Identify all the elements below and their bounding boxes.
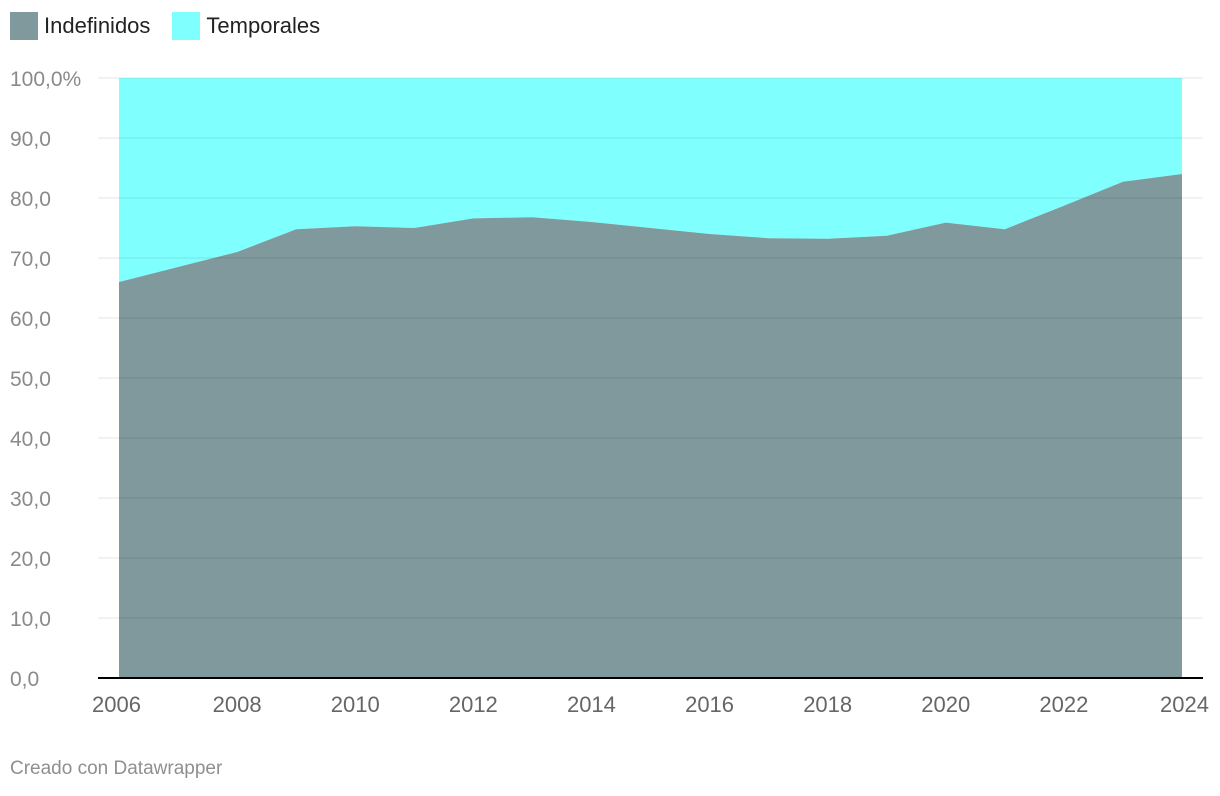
legend-swatch-temporales [172,12,201,40]
legend-label-temporales: Temporales [206,13,321,38]
area-chart: 0,0 10,0 20,0 30,0 40,0 50,0 60,0 70,0 80,0 90,0 1… [10,68,1209,717]
y-tick-label-0: 0,0 [10,668,39,691]
y-tick-label-50: 50,0 [10,368,51,391]
area-series-indefinidos [119,174,1182,678]
y-tick-label-10: 10,0 [10,608,51,631]
y-tick-label-20: 20,0 [10,548,51,571]
y-tick-label-40: 40,0 [10,428,51,451]
y-tick-label-70: 70,0 [10,248,51,271]
legend-item-temporales: Temporales [172,12,320,40]
legend-item-indefinidos: Indefinidos [10,12,150,40]
x-tick-label-2016: 2016 [685,692,734,717]
x-tick-label-2008: 2008 [213,692,262,717]
x-tick-label-2018: 2018 [803,692,852,717]
x-tick-label-2010: 2010 [331,692,380,717]
x-tick-label-2006: 2006 [92,692,141,717]
x-tick-label-2012: 2012 [449,692,498,717]
chart-legend: Indefinidos Temporales [10,12,320,40]
x-tick-label-2020: 2020 [921,692,970,717]
y-tick-label-100: 100,0% [10,68,81,91]
y-tick-label-30: 30,0 [10,488,51,511]
area-series-temporales [119,78,1182,282]
x-tick-label-2014: 2014 [567,692,616,717]
x-tick-label-2022: 2022 [1039,692,1088,717]
legend-swatch-indefinidos [10,12,38,40]
y-tick-label-90: 90,0 [10,128,51,151]
footer-credit: Creado con Datawrapper [10,758,223,779]
legend-label-indefinidos: Indefinidos [44,13,151,38]
y-tick-label-80: 80,0 [10,188,51,211]
y-tick-label-60: 60,0 [10,308,51,331]
x-tick-label-2024: 2024 [1160,692,1209,717]
